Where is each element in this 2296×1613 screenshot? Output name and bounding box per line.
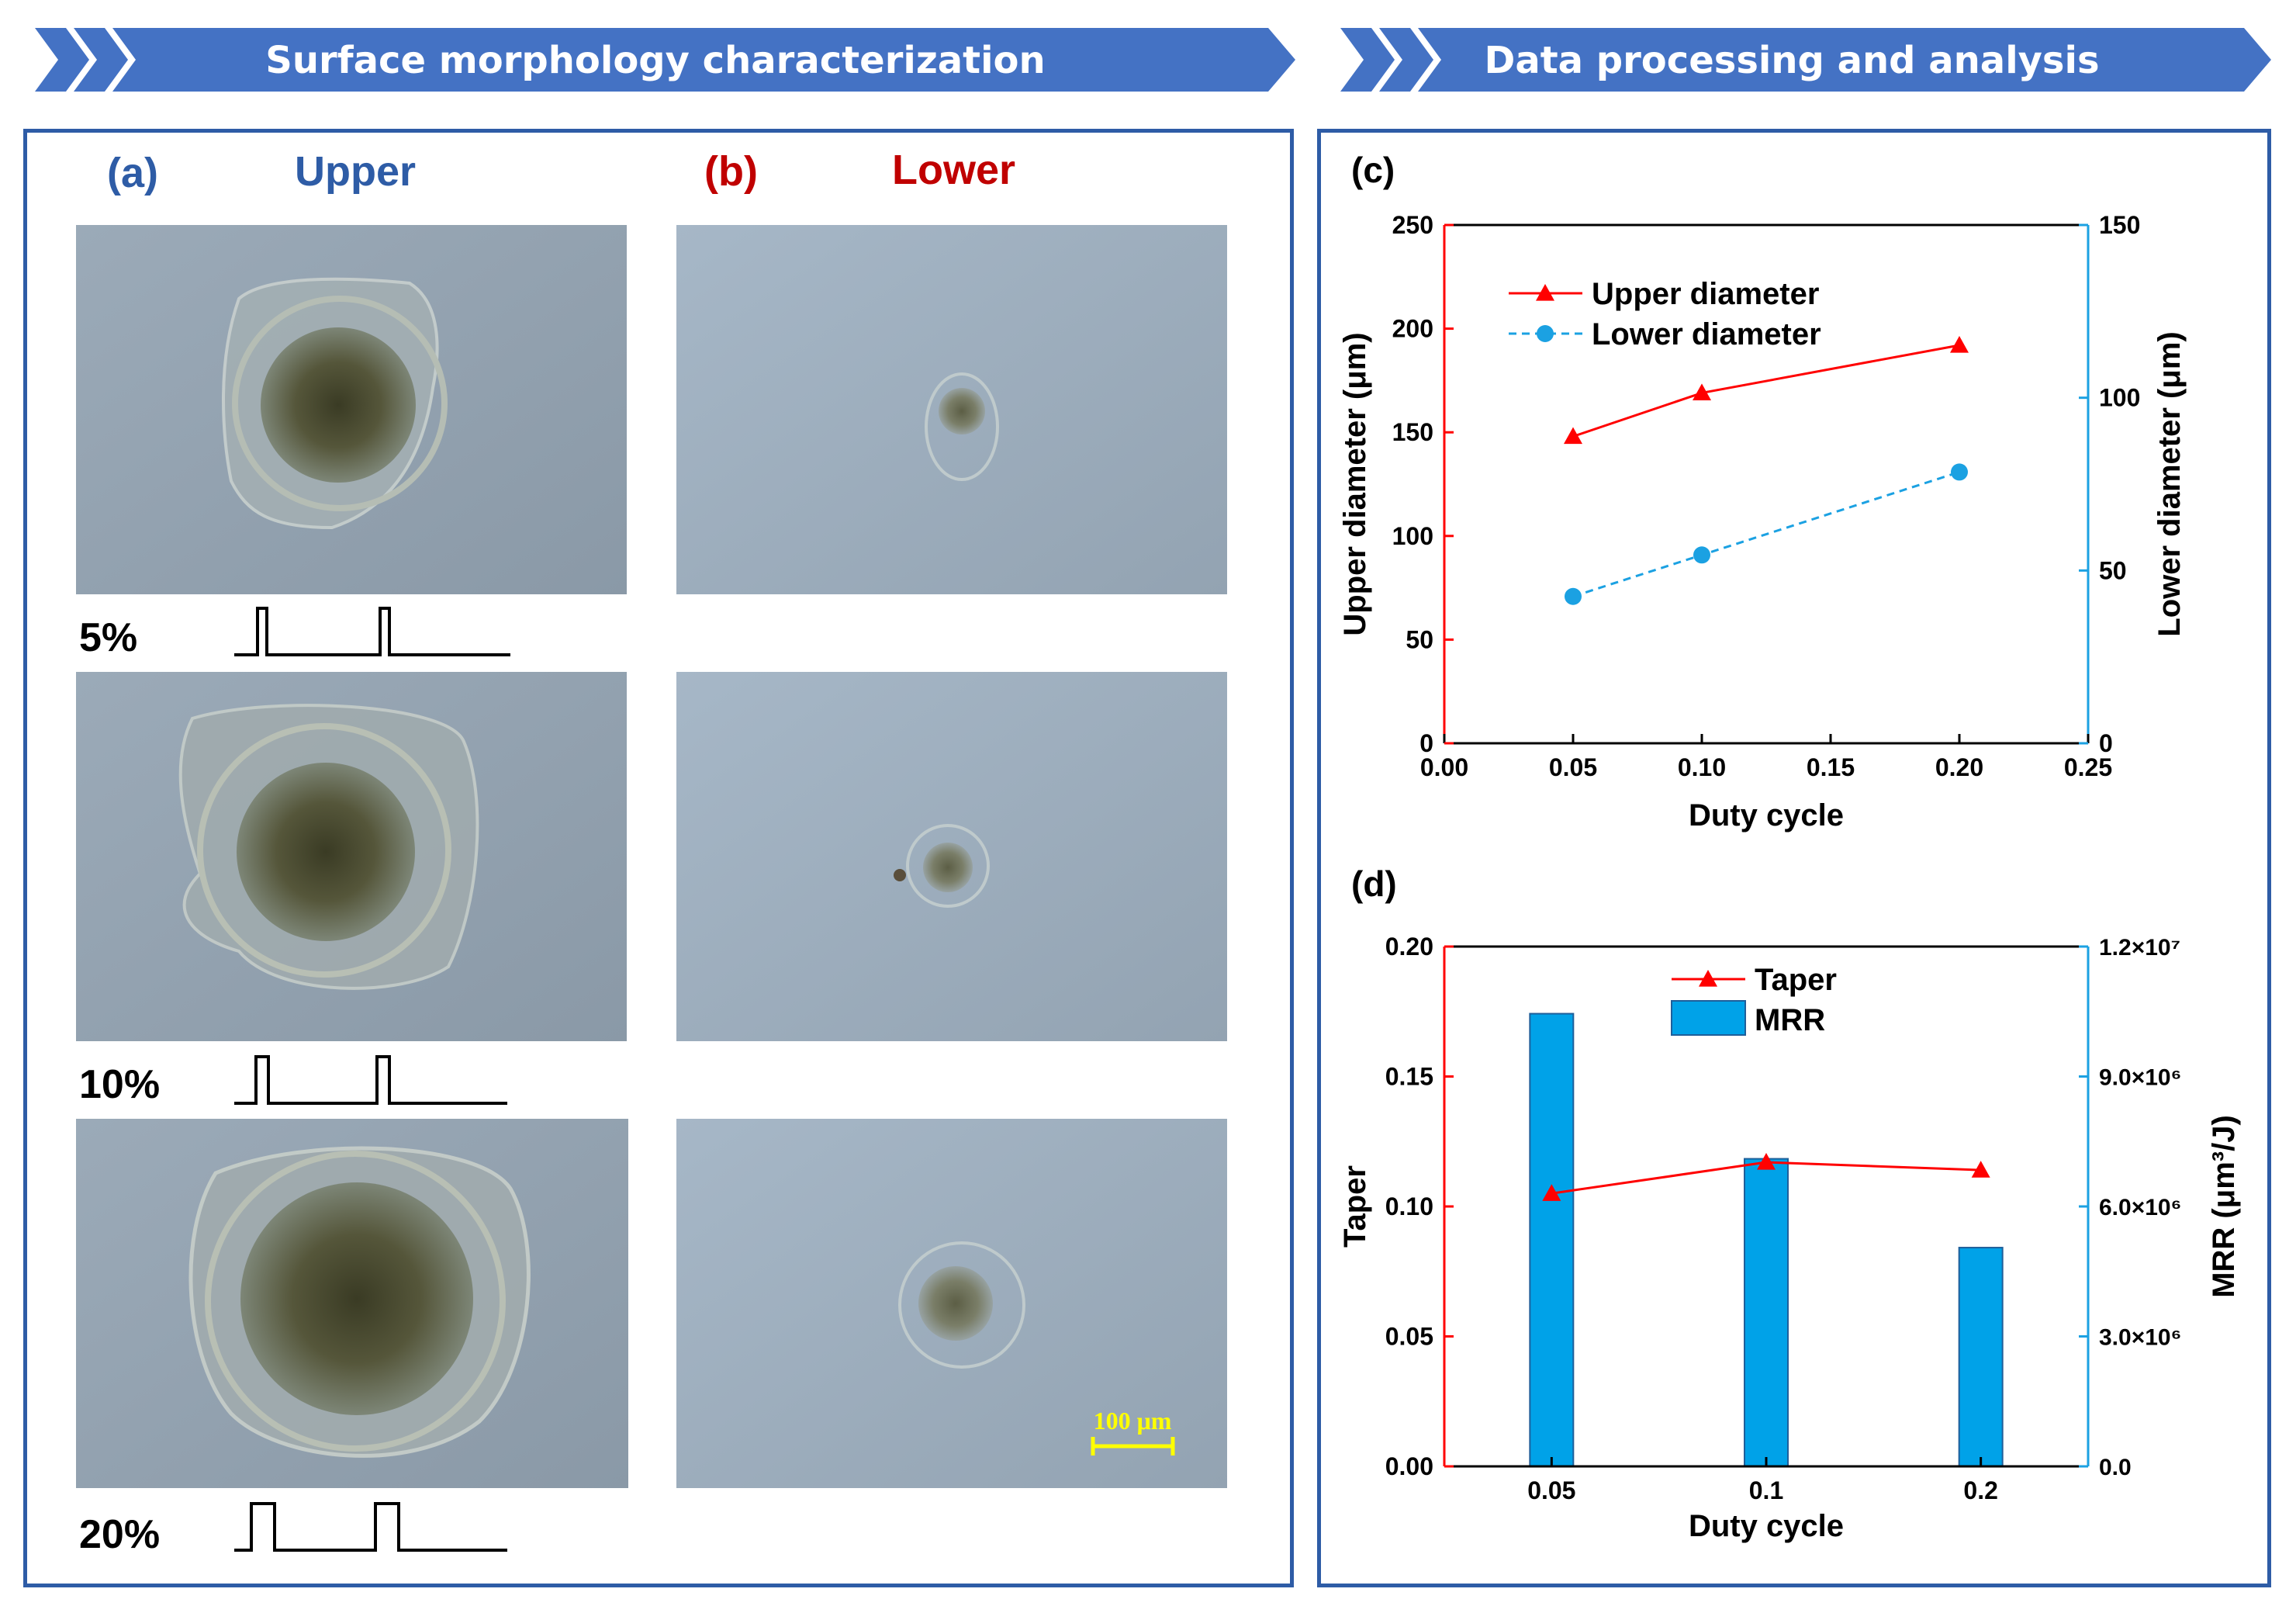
chart-d-legend-label: Taper xyxy=(1755,963,1837,997)
chart-c-x-tick-label: 0.25 xyxy=(2064,753,2112,781)
panel-b-title: Lower xyxy=(892,147,1016,193)
chart-c-y-tick-label: 250 xyxy=(1392,211,1433,239)
chart-c-legend-marker xyxy=(1536,284,1554,301)
chart-c-y2-tick-label: 100 xyxy=(2099,384,2140,412)
chart-c-y-tick-label: 200 xyxy=(1392,315,1433,343)
chart-c-point xyxy=(1693,383,1711,401)
chart-c-y-tick-label: 0 xyxy=(1419,729,1433,757)
chart-c-y-tick-label: 100 xyxy=(1392,522,1433,550)
chart-d-y-tick-label: 0.00 xyxy=(1385,1452,1433,1480)
chart-c: (c)0.00 0.05 0.10 0.15 0.20 0.250501001502002… xyxy=(1338,150,2187,832)
chart-c-series-line xyxy=(1572,470,1960,598)
right-panel-frame xyxy=(1317,129,2271,1587)
pulse-waveform-20 xyxy=(234,1502,507,1552)
chart-d-taper-point xyxy=(1542,1184,1561,1201)
panel-a-letter: (a) xyxy=(107,150,158,196)
chart-c-point xyxy=(1950,335,1969,353)
chart-c-panel-label: (c) xyxy=(1351,150,1395,190)
chart-c-y2-label: Lower diameter (μm) xyxy=(2152,331,2187,636)
chart-d-y2-label: MRR (μm³/J) xyxy=(2207,1115,2241,1298)
chart-d-y-tick-label: 0.20 xyxy=(1385,933,1433,961)
micrograph-lower-10 xyxy=(676,672,1227,1041)
chart-d-legend-label: MRR xyxy=(1755,1003,1825,1037)
duty-label-20: 20% xyxy=(79,1512,161,1557)
chart-c-legend-marker xyxy=(1537,325,1554,342)
banner-right: Data processing and analysis xyxy=(1340,28,2271,92)
chart-d-y2-tick-label: 1.2×10⁷ xyxy=(2099,935,2180,961)
duty-label-5: 5% xyxy=(79,615,138,660)
chart-c-legend-label: Lower diameter xyxy=(1592,317,1821,351)
banner-left: Surface morphology characterization xyxy=(35,28,1295,92)
chart-c-y-tick-label: 150 xyxy=(1392,418,1433,446)
chart-c-point xyxy=(1565,587,1582,605)
banner-left-title: Surface morphology characterization xyxy=(265,39,1045,82)
chart-d-y2-tick-label: 3.0×10⁶ xyxy=(2099,1325,2181,1351)
scale-bar-label: 100 μm xyxy=(1094,1407,1172,1435)
chart-c-x-label: Duty cycle xyxy=(1689,798,1844,832)
chart-c-y2-tick-label: 50 xyxy=(2099,556,2127,584)
chart-c-x-tick-label: 0.00 xyxy=(1420,753,1468,781)
panel-b-letter: (b) xyxy=(704,148,758,195)
micrograph-lower-20: 100 μm xyxy=(676,1119,1227,1488)
banner-right-title: Data processing and analysis xyxy=(1484,39,2099,82)
chart-c-y-tick-label: 50 xyxy=(1406,625,1433,653)
chart-c-y2-tick-label: 150 xyxy=(2099,211,2140,239)
chart-d: (d) 0.05 0.1 0.2 0.00 0.05 0.10 0.15 0.20 0.0 3.0×… xyxy=(1338,864,2241,1543)
chart-d-y-tick-label: 0.10 xyxy=(1385,1192,1433,1220)
chart-c-y-label: Upper diameter (μm) xyxy=(1338,332,1372,635)
chart-d-y-tick-label: 0.05 xyxy=(1385,1323,1433,1351)
chart-c-point xyxy=(1951,463,1968,481)
chart-d-x-tick-label: 0.1 xyxy=(1749,1476,1783,1504)
micrograph-upper-5 xyxy=(76,225,627,594)
chart-d-legend-swatch xyxy=(1671,1000,1746,1036)
micrograph-lower-5 xyxy=(676,225,1227,594)
duty-label-10: 10% xyxy=(79,1062,161,1107)
chart-c-x-tick-label: 0.10 xyxy=(1678,753,1726,781)
pulse-waveform-10 xyxy=(234,1055,507,1105)
chart-d-y2-tick-label: 9.0×10⁶ xyxy=(2099,1065,2181,1091)
chart-c-x-tick-label: 0.05 xyxy=(1549,753,1597,781)
micrograph-upper-10 xyxy=(76,672,627,1041)
chart-d-bar xyxy=(1958,1247,2004,1467)
chart-c-point xyxy=(1564,427,1582,445)
chart-d-x-label: Duty cycle xyxy=(1689,1509,1844,1543)
chart-d-legend-marker xyxy=(1699,970,1717,987)
chart-c-point xyxy=(1693,546,1710,564)
left-panel-frame xyxy=(23,129,1294,1587)
chart-c-legend-label: Upper diameter xyxy=(1592,277,1819,311)
chart-d-y2-tick-label: 6.0×10⁶ xyxy=(2099,1195,2181,1220)
chart-d-panel-label: (d) xyxy=(1351,864,1397,904)
chart-d-taper-point xyxy=(1757,1153,1776,1170)
chart-c-x-tick-label: 0.20 xyxy=(1935,753,1983,781)
micrograph-upper-20 xyxy=(76,1119,628,1488)
chart-d-x-tick-label: 0.05 xyxy=(1527,1476,1575,1504)
chart-d-y2-tick-label: 0.0 xyxy=(2099,1455,2132,1480)
chart-d-bar xyxy=(1529,1012,1575,1467)
pulse-waveform-5 xyxy=(234,607,510,656)
chart-d-bar xyxy=(1744,1158,1789,1467)
chart-d-y-label: Taper xyxy=(1338,1165,1372,1248)
chart-d-x-tick-label: 0.2 xyxy=(1963,1476,1997,1504)
chart-d-taper-point xyxy=(1971,1161,1990,1178)
panel-a-title: Upper xyxy=(295,148,417,195)
chart-c-series-line xyxy=(1572,344,1960,438)
chart-c-y2-tick-label: 0 xyxy=(2099,729,2113,757)
chart-d-y-tick-label: 0.15 xyxy=(1385,1063,1433,1091)
chart-c-x-tick-label: 0.15 xyxy=(1807,753,1855,781)
